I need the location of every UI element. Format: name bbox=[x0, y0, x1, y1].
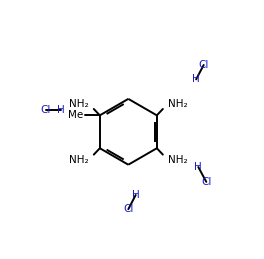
Text: NH₂: NH₂ bbox=[69, 155, 89, 165]
Text: Cl: Cl bbox=[199, 60, 209, 70]
Text: Cl: Cl bbox=[123, 204, 134, 214]
Text: Cl: Cl bbox=[201, 177, 211, 187]
Text: NH₂: NH₂ bbox=[168, 155, 187, 165]
Text: H: H bbox=[57, 105, 65, 115]
Text: Cl: Cl bbox=[41, 105, 51, 115]
Text: H: H bbox=[195, 162, 202, 172]
Text: NH₂: NH₂ bbox=[168, 99, 187, 109]
Text: H: H bbox=[132, 190, 140, 200]
Text: Me: Me bbox=[68, 110, 83, 120]
Text: NH₂: NH₂ bbox=[69, 99, 89, 109]
Text: H: H bbox=[192, 74, 200, 84]
